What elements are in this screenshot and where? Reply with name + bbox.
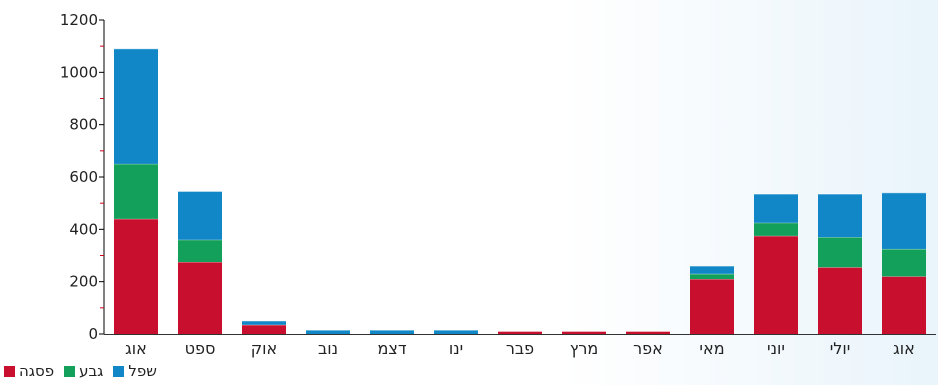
bar-segment-9-1[interactable] — [690, 273, 734, 280]
x-tick-label-0: אוג — [125, 339, 147, 358]
bar-segment-2-2[interactable] — [242, 320, 286, 325]
x-tick-label-7: מרץ — [570, 339, 599, 358]
x-tick-label-11: יולי — [830, 339, 851, 358]
bar-segment-8-0[interactable] — [626, 331, 670, 334]
legend-label-low: שפל — [128, 362, 157, 380]
axis-layer — [99, 19, 936, 335]
bar-segment-12-0[interactable] — [882, 276, 926, 334]
y-tick-label-3: 600 — [69, 168, 98, 186]
legend-swatch-mid — [64, 365, 76, 377]
bar-segment-4-2[interactable] — [370, 330, 414, 334]
legend-item-low[interactable]: שפל — [113, 362, 157, 380]
label-layer: אוג ספט אוק נוב דצמ ינו פבר מרץ אפר מאי יוני יולי או… — [60, 11, 915, 358]
legend-swatch-low — [113, 365, 125, 377]
bar-segment-11-1[interactable] — [818, 237, 862, 268]
bar-segment-0-0[interactable] — [114, 218, 158, 334]
y-tick-label-4: 800 — [69, 116, 98, 134]
bar-segment-11-2[interactable] — [818, 194, 862, 238]
bar-segment-12-1[interactable] — [882, 248, 926, 277]
y-tick-label-0: 0 — [88, 325, 98, 343]
x-tick-label-10: יוני — [767, 339, 785, 358]
bar-segment-0-2[interactable] — [114, 48, 158, 164]
bar-segment-3-2[interactable] — [306, 330, 350, 334]
legend-item-mid[interactable]: גבע — [64, 362, 103, 380]
legend-item-peak[interactable]: פסגה — [4, 362, 54, 380]
x-tick-label-5: ינו — [449, 339, 463, 358]
bar-segment-7-0[interactable] — [562, 331, 606, 334]
bar-segment-2-0[interactable] — [242, 324, 286, 334]
x-tick-label-12: אוג — [893, 339, 915, 358]
x-tick-label-1: ספט — [185, 339, 216, 358]
bars-layer — [114, 48, 926, 334]
bar-segment-10-2[interactable] — [754, 194, 798, 223]
legend-label-mid: גבע — [79, 362, 104, 380]
bar-segment-11-0[interactable] — [818, 267, 862, 334]
x-tick-label-9: מאי — [699, 339, 724, 358]
y-tick-label-6: 1200 — [60, 11, 98, 29]
bar-segment-0-1[interactable] — [114, 163, 158, 219]
bar-segment-9-0[interactable] — [690, 279, 734, 334]
bar-segment-1-0[interactable] — [178, 262, 222, 334]
bar-segment-10-1[interactable] — [754, 222, 798, 236]
bar-segment-10-0[interactable] — [754, 235, 798, 334]
bar-segment-1-2[interactable] — [178, 191, 222, 240]
x-tick-label-8: אפר — [633, 339, 663, 358]
legend-label-peak: פסגה — [19, 362, 55, 380]
bar-segment-1-1[interactable] — [178, 239, 222, 263]
bar-segment-12-2[interactable] — [882, 192, 926, 249]
x-tick-label-2: אוק — [251, 339, 277, 358]
bar-segment-5-2[interactable] — [434, 330, 478, 334]
y-tick-label-1: 200 — [69, 273, 98, 291]
y-tick-label-2: 400 — [69, 220, 98, 238]
x-tick-label-3: נוב — [318, 339, 338, 358]
legend: פסגה גבע שפל — [4, 362, 157, 380]
x-tick-label-6: פבר — [506, 339, 534, 358]
bar-segment-6-0[interactable] — [498, 331, 542, 334]
y-tick-label-5: 1000 — [60, 63, 98, 81]
bar-segment-9-2[interactable] — [690, 265, 734, 274]
legend-swatch-peak — [4, 365, 15, 377]
x-tick-label-4: דצמ — [377, 339, 406, 358]
